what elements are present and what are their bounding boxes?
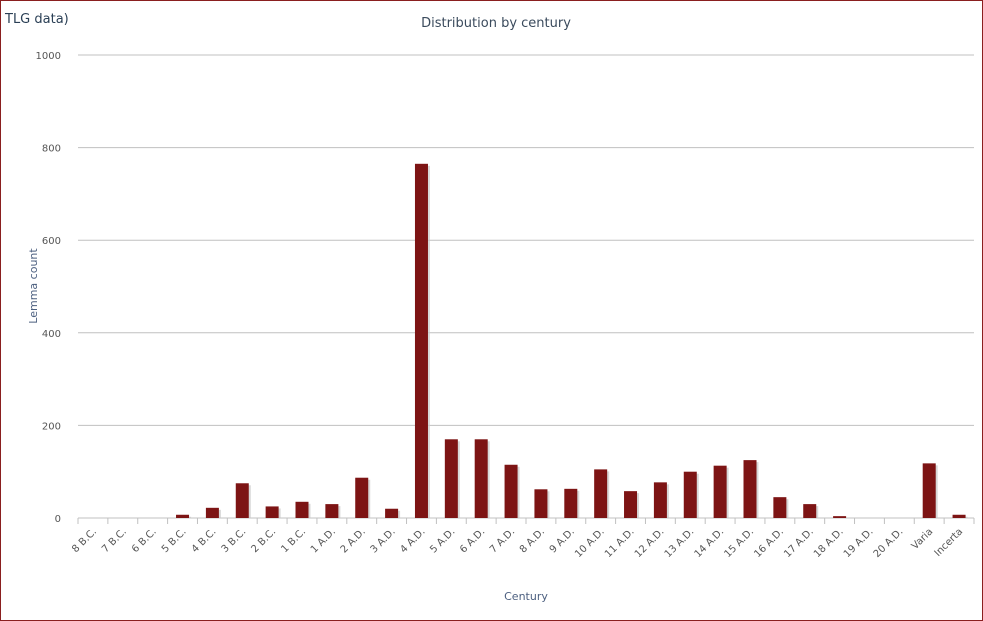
- y-tick-label: 400: [42, 329, 61, 340]
- bar[interactable]: [295, 501, 309, 518]
- x-tick-label: 6 A.D.: [458, 526, 487, 555]
- bar[interactable]: [444, 439, 458, 518]
- x-axis-label: Century: [504, 590, 548, 603]
- bar[interactable]: [773, 497, 787, 518]
- bar[interactable]: [713, 465, 727, 518]
- bar[interactable]: [504, 464, 518, 518]
- bar[interactable]: [743, 460, 757, 518]
- x-tick-label: 18 A.D.: [812, 526, 846, 560]
- corner-label: TLG data): [5, 12, 69, 27]
- bar[interactable]: [325, 504, 339, 518]
- x-tick-label: 4 A.D.: [398, 526, 427, 555]
- bar[interactable]: [803, 504, 817, 518]
- bar[interactable]: [683, 471, 697, 518]
- grid-lines: [77, 54, 975, 524]
- x-tick-label: 13 A.D.: [663, 526, 697, 560]
- x-tick-label: 15 A.D.: [722, 526, 756, 560]
- bar[interactable]: [205, 507, 219, 518]
- x-tick-label: 10 A.D.: [573, 526, 607, 560]
- bar[interactable]: [833, 516, 847, 518]
- x-tick-label: 6 B.C.: [130, 526, 159, 555]
- x-tick-label: 19 A.D.: [842, 526, 876, 560]
- y-axis-label: Lemma count: [27, 248, 40, 324]
- y-tick-label: 200: [42, 421, 61, 432]
- x-tick-label: 2 A.D.: [339, 526, 368, 555]
- x-tick-label: 2 B.C.: [249, 526, 278, 555]
- x-tick-label: 8 A.D.: [518, 526, 547, 555]
- bar[interactable]: [594, 469, 608, 518]
- bar[interactable]: [176, 514, 190, 518]
- x-tick-label: 1 B.C.: [279, 526, 308, 555]
- bar[interactable]: [474, 439, 488, 518]
- x-tick-label: 7 B.C.: [100, 526, 129, 555]
- y-tick-label: 800: [42, 144, 61, 155]
- bar[interactable]: [922, 463, 936, 518]
- x-tick-label: 5 A.D.: [428, 526, 457, 555]
- x-tick-label: 20 A.D.: [872, 526, 906, 560]
- y-axis-ticks: 0 200 400 600 800 1000: [36, 51, 61, 525]
- x-tick-label: 3 A.D.: [369, 526, 398, 555]
- bar[interactable]: [952, 514, 966, 518]
- x-tick-label: Varia: [910, 526, 936, 552]
- x-tick-label: 5 B.C.: [160, 526, 189, 555]
- chart-title: Distribution by century: [421, 16, 571, 31]
- bar[interactable]: [235, 483, 249, 518]
- bars: [176, 163, 968, 518]
- x-tick-label: 1 A.D.: [309, 526, 338, 555]
- bar[interactable]: [385, 508, 399, 518]
- bar[interactable]: [355, 477, 369, 518]
- bar[interactable]: [653, 482, 667, 518]
- x-tick-label: 4 B.C.: [190, 526, 219, 555]
- x-tick-label: 16 A.D.: [752, 526, 786, 560]
- bar[interactable]: [414, 163, 428, 518]
- x-axis-ticks: 8 B.C. 7 B.C. 6 B.C. 5 B.C. 4 B.C. 3 B.C. 2 B.…: [70, 526, 965, 560]
- bar[interactable]: [534, 489, 548, 518]
- x-tick-label: 8 B.C.: [70, 526, 99, 555]
- x-tick-label: 7 A.D.: [488, 526, 517, 555]
- bar[interactable]: [564, 488, 578, 518]
- x-tick-label: 3 B.C.: [220, 526, 249, 555]
- x-tick-label: 11 A.D.: [603, 526, 637, 560]
- x-tick-label: 12 A.D.: [633, 526, 667, 560]
- y-tick-label: 0: [55, 514, 61, 525]
- x-tick-label: 14 A.D.: [693, 526, 727, 560]
- y-tick-label: 600: [42, 236, 61, 247]
- y-tick-label: 1000: [36, 51, 61, 62]
- bar[interactable]: [624, 491, 638, 518]
- x-tick-label: Incerta: [933, 526, 966, 559]
- bar[interactable]: [265, 506, 279, 518]
- x-tick-label: 17 A.D.: [782, 526, 816, 560]
- x-tick-label: 9 A.D.: [548, 526, 577, 555]
